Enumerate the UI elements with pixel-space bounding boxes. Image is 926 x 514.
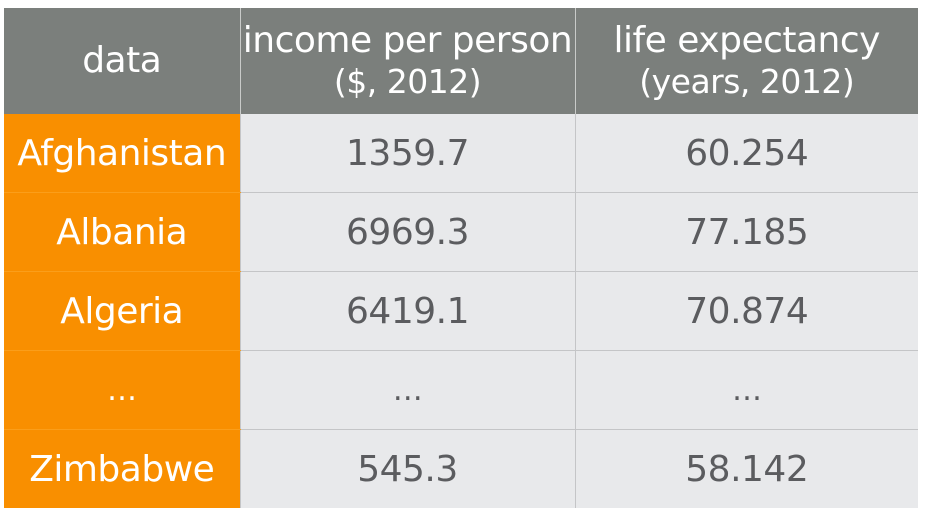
corner-header: data — [4, 8, 241, 114]
table-row: … … … — [4, 350, 918, 430]
column-header-life-expectancy: life expectancy (years, 2012) — [575, 8, 918, 114]
table-row: Albania 6969.3 77.185 — [4, 192, 918, 272]
table-cell: 58.142 — [574, 429, 918, 508]
column-subtitle: (years, 2012) — [639, 62, 855, 101]
table-cell: … — [574, 350, 918, 430]
data-table: data income per person ($, 2012) life ex… — [4, 8, 918, 508]
column-header-income: income per person ($, 2012) — [240, 8, 576, 114]
header-row: data income per person ($, 2012) life ex… — [4, 8, 918, 114]
table-row: Afghanistan 1359.7 60.254 — [4, 114, 918, 193]
table-cell: 545.3 — [239, 429, 575, 508]
table-row: Zimbabwe 545.3 58.142 — [4, 429, 918, 508]
table-row: Algeria 6419.1 70.874 — [4, 271, 918, 351]
column-title: life expectancy — [613, 20, 881, 61]
table-cell: 1359.7 — [239, 114, 575, 193]
table-cell: … — [239, 350, 575, 430]
row-label: Algeria — [4, 271, 240, 351]
row-label: Afghanistan — [4, 114, 240, 193]
data-table-container: data income per person ($, 2012) life ex… — [4, 8, 918, 508]
row-label: Albania — [4, 192, 240, 272]
row-label: Zimbabwe — [4, 429, 240, 508]
table-cell: 70.874 — [574, 271, 918, 351]
table-cell: 6969.3 — [239, 192, 575, 272]
column-subtitle: ($, 2012) — [333, 62, 482, 101]
table-cell: 60.254 — [574, 114, 918, 193]
column-title: income per person — [242, 20, 573, 61]
table-cell: 6419.1 — [239, 271, 575, 351]
table-cell: 77.185 — [574, 192, 918, 272]
row-label: … — [4, 350, 240, 430]
corner-label: data — [82, 40, 162, 81]
